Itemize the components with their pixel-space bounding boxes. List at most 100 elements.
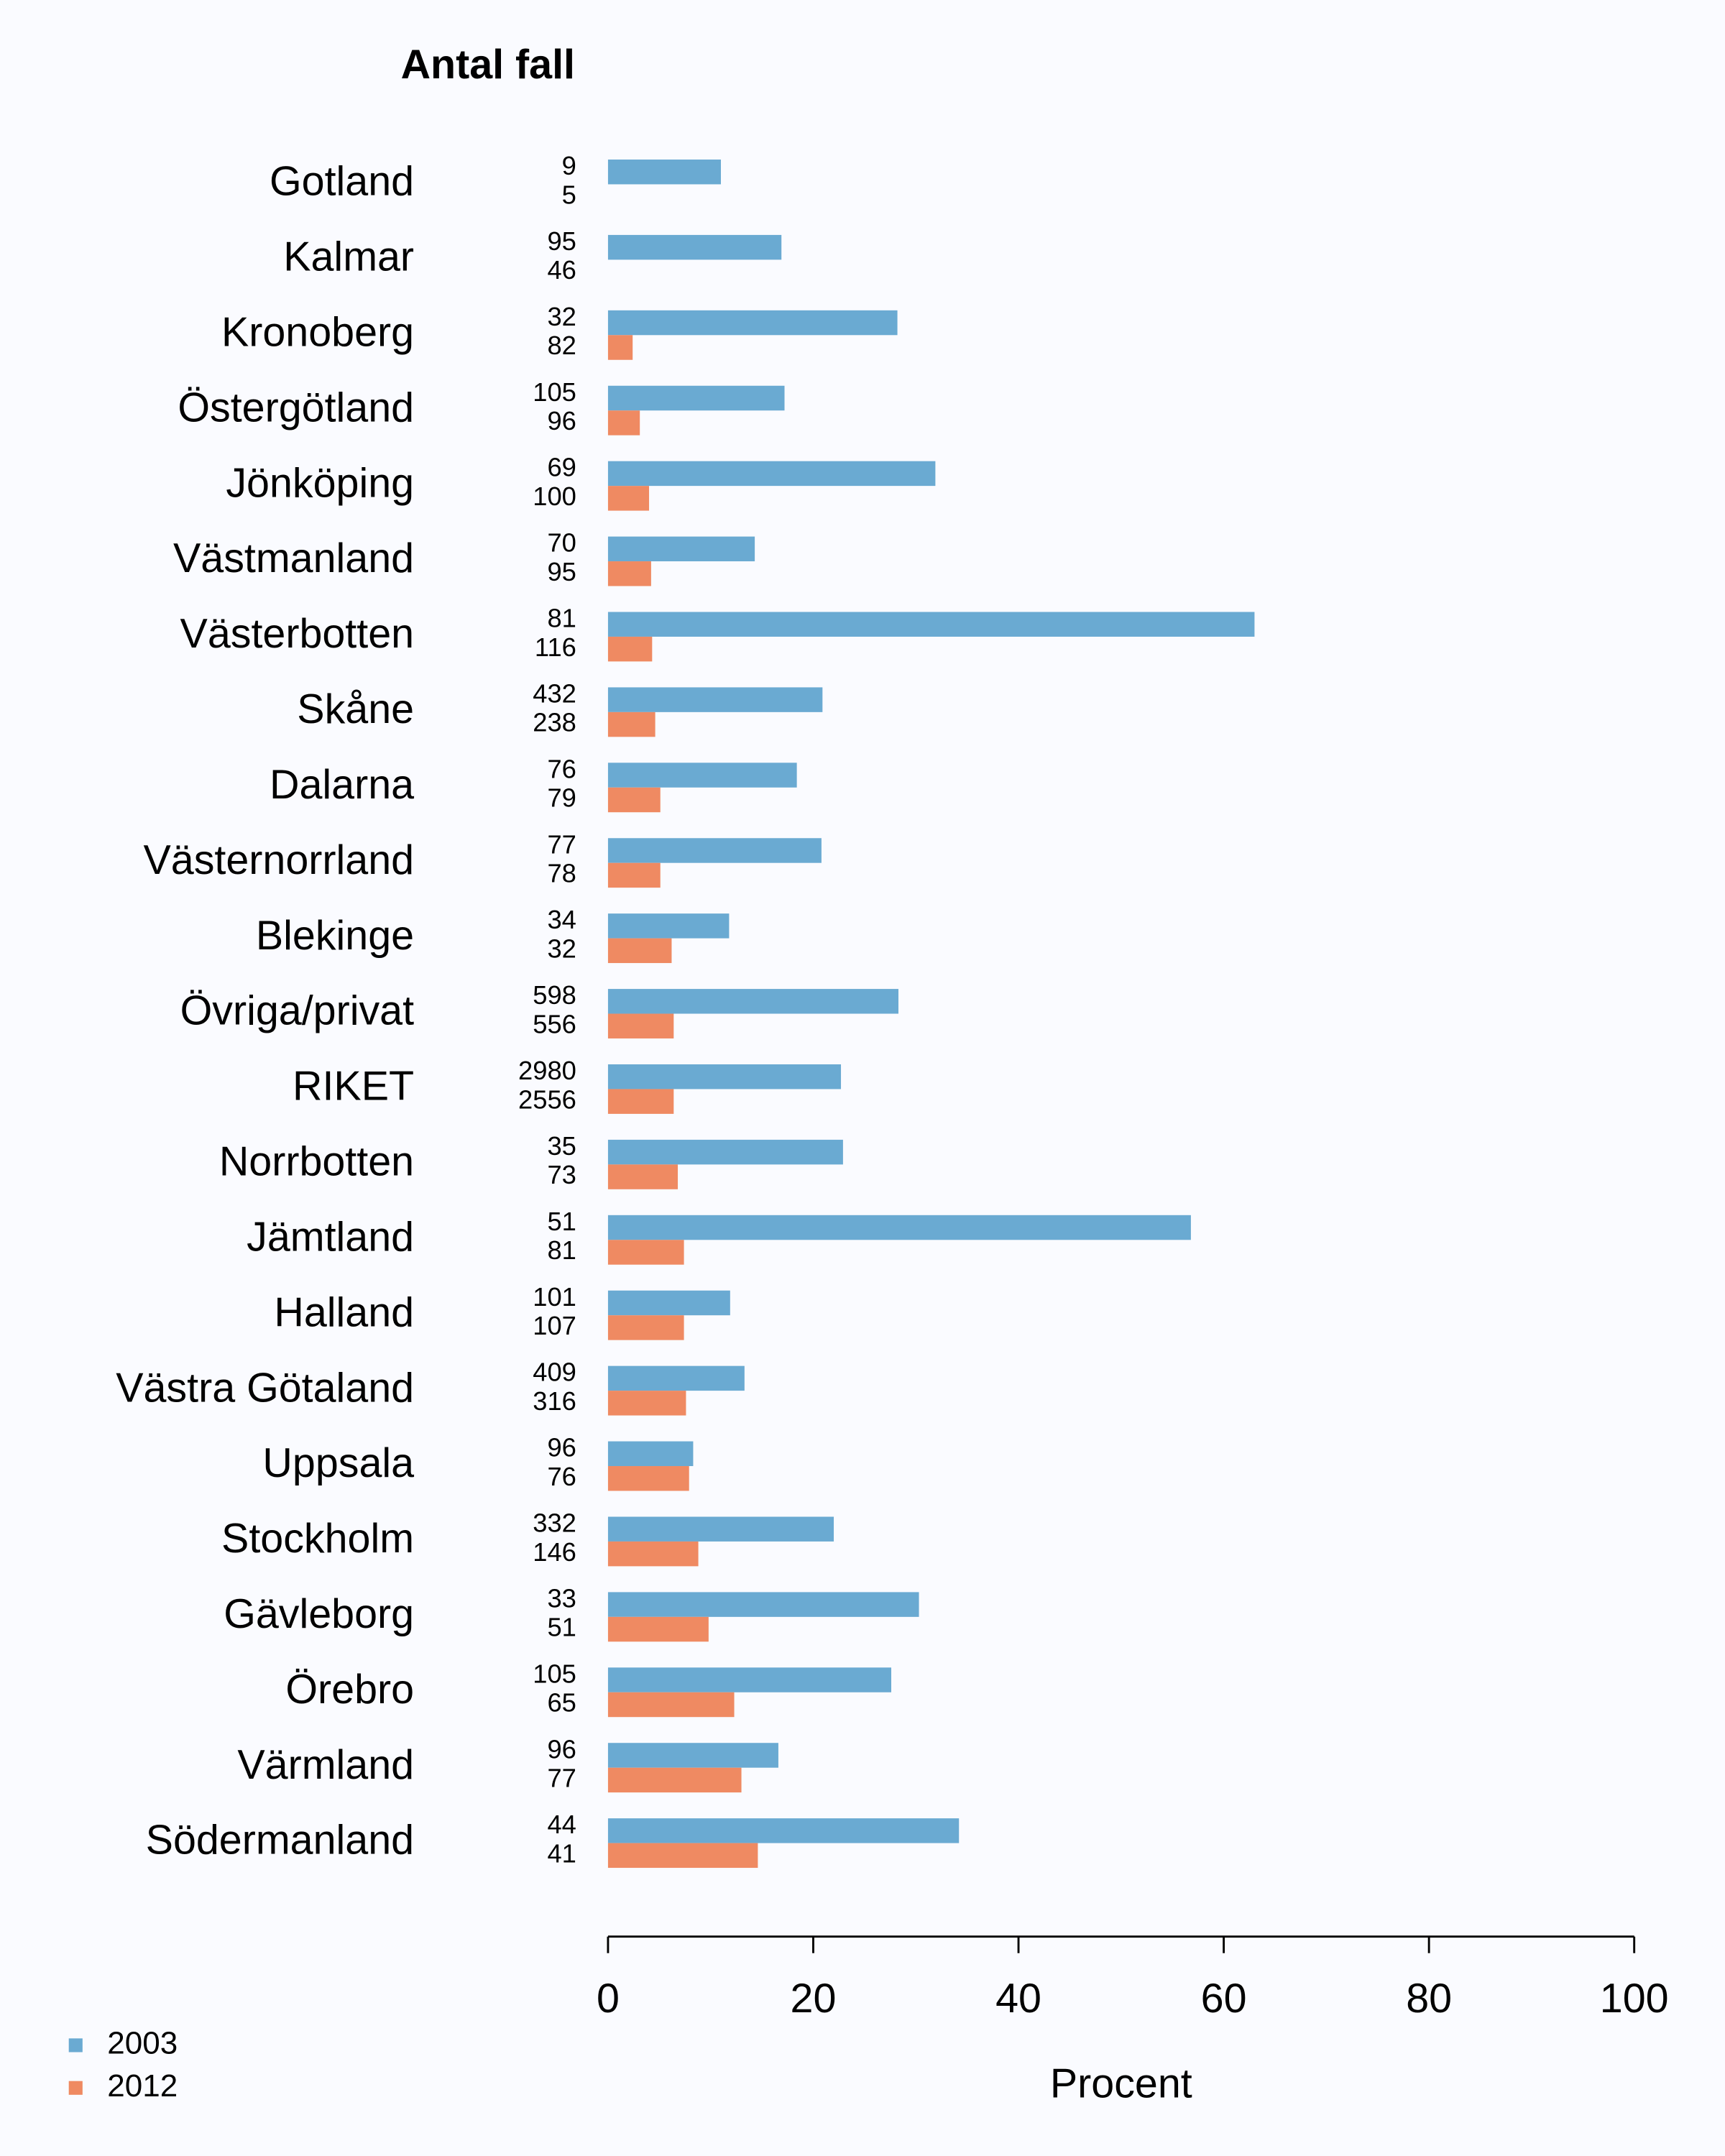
bar (607, 385, 785, 411)
bar (607, 335, 633, 360)
bar (607, 561, 651, 586)
count-label: 76 (547, 1462, 576, 1491)
count-label: 2980 (518, 1056, 576, 1085)
bar (607, 989, 898, 1014)
count-label: 332 (533, 1508, 576, 1538)
category-label: Stockholm (221, 1516, 414, 1562)
count-label: 51 (547, 1613, 576, 1642)
bar (607, 1466, 689, 1491)
count-label: 77 (547, 1764, 576, 1793)
category-label: Gävleborg (224, 1591, 414, 1637)
category-label: Västmanland (173, 535, 414, 581)
count-label: 46 (547, 255, 576, 285)
bar (607, 687, 823, 712)
bar (607, 310, 898, 336)
count-label: 95 (547, 557, 576, 586)
bar (607, 862, 661, 888)
bar (607, 787, 661, 813)
category-label: Jönköping (226, 460, 414, 506)
bar (607, 1013, 674, 1038)
bar (607, 913, 730, 939)
legend-swatch (68, 2038, 83, 2053)
count-label: 96 (547, 1433, 576, 1462)
bar (607, 1692, 735, 1718)
count-label: 32 (547, 934, 576, 963)
count-label: 9 (562, 151, 576, 180)
count-label: 116 (535, 632, 576, 662)
bar (607, 938, 672, 964)
count-label: 598 (533, 980, 576, 1010)
bar (607, 486, 650, 511)
count-label: 77 (547, 829, 576, 859)
legend-label: 2003 (107, 2026, 178, 2061)
count-label: 316 (533, 1386, 576, 1416)
count-label: 32 (547, 302, 576, 331)
count-label: 2556 (518, 1084, 576, 1114)
chart-title: Antal fall (401, 42, 575, 88)
legend-swatch (68, 2081, 83, 2095)
x-tick-label: 0 (597, 1976, 620, 2022)
count-label: 82 (547, 331, 576, 360)
x-axis-label: Procent (1050, 2061, 1192, 2107)
category-label: Skåne (297, 686, 414, 732)
category-label: Västernorrland (144, 837, 415, 883)
count-label: 100 (533, 482, 576, 511)
category-label: Dalarna (270, 762, 414, 808)
bar (607, 1139, 843, 1165)
bar (607, 1843, 758, 1869)
bar (607, 636, 653, 662)
bar (607, 1164, 678, 1189)
bar (607, 1365, 745, 1391)
bar (607, 1290, 730, 1316)
count-label: 73 (547, 1160, 576, 1189)
category-label: Uppsala (262, 1440, 414, 1486)
x-tick-label: 100 (1600, 1976, 1669, 2022)
count-label: 41 (547, 1838, 576, 1868)
count-label: 105 (533, 1659, 576, 1688)
count-label: 101 (533, 1282, 576, 1312)
bar (607, 1441, 694, 1467)
category-label: Övriga/privat (180, 988, 414, 1034)
count-label: 35 (547, 1131, 576, 1161)
bar (607, 711, 656, 737)
bar (607, 536, 755, 562)
count-label: 51 (547, 1207, 576, 1236)
bar (607, 1215, 1191, 1240)
bar (607, 1315, 684, 1340)
bar (607, 1743, 778, 1768)
count-label: 146 (533, 1537, 576, 1567)
category-label: Västerbotten (180, 611, 415, 657)
x-tick-label: 20 (791, 1976, 837, 2022)
count-label: 105 (533, 377, 576, 407)
category-label: Gotland (270, 159, 414, 205)
count-label: 96 (547, 406, 576, 436)
bar (607, 461, 936, 487)
bar (607, 1541, 699, 1567)
count-label: 556 (533, 1009, 576, 1038)
bar (607, 234, 782, 260)
category-label: Norrbotten (219, 1139, 414, 1185)
count-label: 81 (547, 604, 576, 633)
category-label: RIKET (293, 1064, 414, 1110)
bar (607, 1767, 742, 1793)
category-label: Jämtland (247, 1214, 414, 1260)
count-label: 432 (533, 679, 576, 709)
bar (607, 1064, 842, 1089)
category-label: Västra Götaland (116, 1365, 414, 1411)
count-label: 238 (533, 708, 576, 737)
category-label: Östergötland (178, 384, 414, 430)
count-label: 107 (533, 1311, 576, 1340)
bar (607, 838, 822, 863)
count-label: 65 (547, 1688, 576, 1718)
bar (607, 410, 640, 436)
x-tick-label: 60 (1201, 1976, 1247, 2022)
category-label: Örebro (285, 1667, 414, 1713)
count-label: 409 (533, 1358, 576, 1387)
bar (607, 1616, 709, 1642)
bar (607, 1391, 686, 1416)
bar (607, 160, 721, 185)
count-label: 5 (562, 180, 576, 209)
count-label: 95 (547, 226, 576, 256)
